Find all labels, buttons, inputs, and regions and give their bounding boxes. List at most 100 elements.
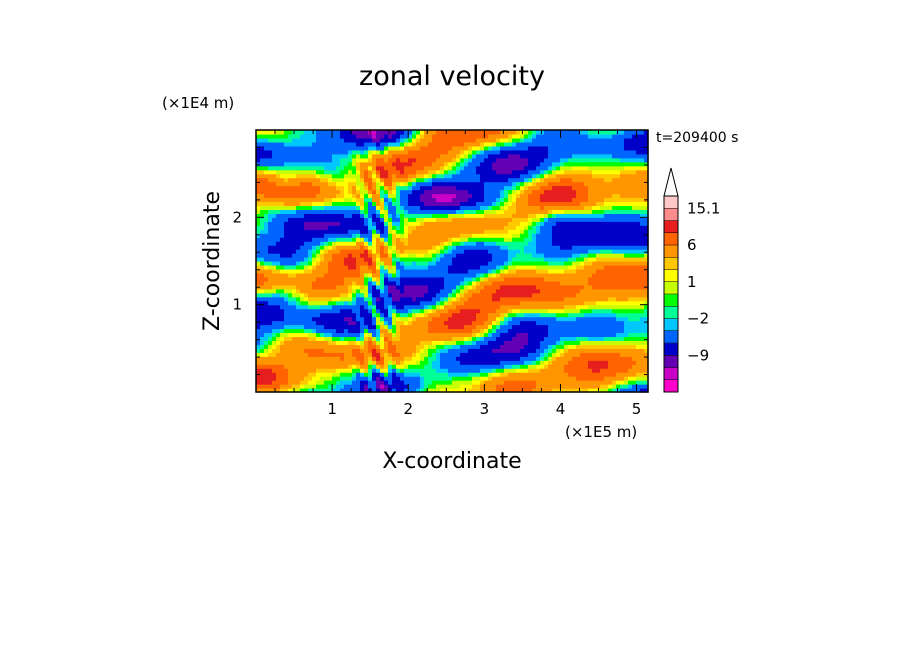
heatmap-cell [556,292,561,298]
heatmap-cell [292,205,297,210]
heatmap-cell [288,205,293,210]
heatmap-cell [480,336,485,341]
heatmap-cell [548,288,553,294]
heatmap-cell [480,384,485,389]
heatmap-cell [276,253,281,258]
heatmap-cell [284,185,289,191]
heatmap-cell [396,356,401,361]
heatmap-cell [388,264,393,270]
heatmap-cell [396,137,401,143]
heatmap-cell [312,328,317,334]
heatmap-cell [336,145,341,151]
heatmap-cell [292,221,297,226]
heatmap-cell [376,328,381,334]
heatmap-cell [328,364,333,369]
heatmap-cell [340,384,345,389]
heatmap-cell [308,288,313,294]
heatmap-cell [528,336,533,341]
heatmap-cell [412,169,417,175]
heatmap-cell [356,225,361,230]
heatmap-cell [296,376,301,381]
heatmap-cell [280,304,285,310]
heatmap-cell [288,320,293,326]
heatmap-cell [400,249,405,254]
heatmap-cell [356,348,361,353]
heatmap-cell [324,229,329,234]
heatmap-cell [308,308,313,314]
heatmap-cell [372,133,377,139]
heatmap-cell [460,352,465,357]
heatmap-cell [372,372,377,377]
heatmap-cell [528,344,533,349]
heatmap-cell [468,388,473,393]
heatmap-cell [476,344,481,349]
heatmap-cell [308,189,313,195]
heatmap-cell [488,229,493,234]
heatmap-cell [452,352,457,357]
heatmap-cell [284,153,289,159]
heatmap-cell [404,193,409,199]
heatmap-cell [424,308,429,314]
heatmap-cell [256,141,261,147]
heatmap-cell [376,245,381,250]
heatmap-cell [416,312,421,318]
heatmap-cell [384,344,389,349]
heatmap-cell [328,249,333,254]
heatmap-cell [504,328,509,334]
heatmap-cell [492,169,497,175]
heatmap-cell [448,177,453,183]
heatmap-cell [488,185,493,191]
heatmap-cell [332,181,337,187]
heatmap-cell [260,141,265,147]
heatmap-cell [280,165,285,171]
heatmap-cell [268,229,273,234]
heatmap-cell [408,360,413,365]
heatmap-cell [256,280,261,286]
heatmap-cell [420,268,425,274]
heatmap-cell [464,372,469,377]
heatmap-cell [420,241,425,246]
heatmap-cell [424,360,429,365]
heatmap-cell [460,280,465,286]
heatmap-cell [400,205,405,210]
heatmap-cell [324,141,329,147]
heatmap-cell [304,173,309,179]
heatmap-cell [332,308,337,314]
heatmap-cell [388,257,393,262]
heatmap-cell [520,328,525,334]
heatmap-cell [416,257,421,262]
heatmap-cell [396,213,401,218]
heatmap-cell [480,320,485,326]
heatmap-cell [316,312,321,318]
heatmap-cell [432,320,437,326]
heatmap-cell [460,340,465,345]
heatmap-cell [280,169,285,175]
heatmap-cell [372,145,377,151]
heatmap-cell [296,185,301,191]
heatmap-cell [412,292,417,298]
heatmap-cell [508,384,513,389]
heatmap-cell [328,316,333,322]
heatmap-cell [300,157,305,163]
heatmap-cell [448,149,453,155]
heatmap-cell [324,157,329,163]
heatmap-cell [332,169,337,175]
heatmap-cell [508,137,513,143]
heatmap-cell [532,221,537,226]
heatmap-cell [540,201,545,207]
heatmap-cell [268,288,273,294]
heatmap-cell [332,197,337,203]
heatmap-cell [448,157,453,163]
heatmap-cell [360,352,365,357]
heatmap-cell [436,320,441,326]
heatmap-cell [520,161,525,167]
heatmap-cell [548,272,553,278]
heatmap-cell [468,130,473,135]
heatmap-cell [296,245,301,250]
heatmap-cell [320,165,325,171]
heatmap-cell [548,304,553,310]
heatmap-cell [404,368,409,373]
heatmap-cell [532,364,537,369]
heatmap-cell [552,352,557,357]
heatmap-cell [260,280,265,286]
